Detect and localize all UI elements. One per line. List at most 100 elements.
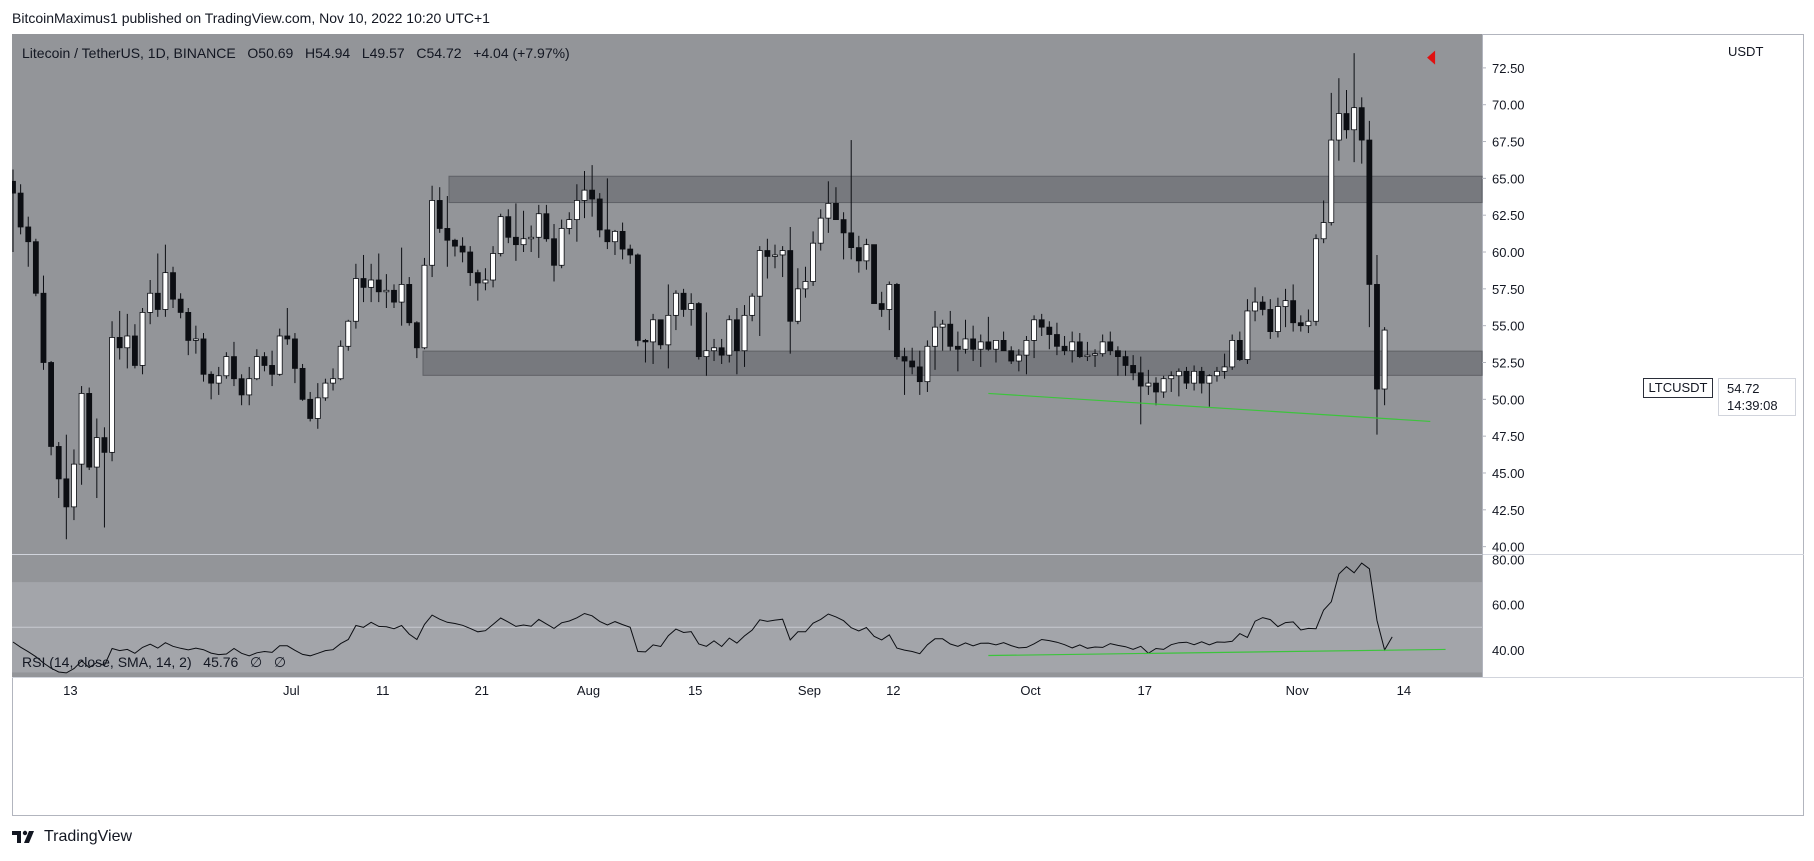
candle-body xyxy=(962,338,969,350)
candle-body xyxy=(299,367,306,400)
candle xyxy=(1031,315,1037,359)
candle xyxy=(78,386,85,485)
candle xyxy=(429,185,436,278)
candle xyxy=(139,307,146,375)
candle-body xyxy=(253,356,260,380)
candle-body xyxy=(25,226,32,243)
candle xyxy=(276,328,283,376)
candle xyxy=(1252,287,1258,322)
candle xyxy=(1335,78,1342,161)
candle xyxy=(909,347,916,375)
candle-body xyxy=(612,230,618,243)
candle xyxy=(528,225,535,253)
candle xyxy=(1061,335,1068,356)
candle xyxy=(467,246,474,286)
candle xyxy=(1313,234,1319,326)
candle xyxy=(1305,309,1312,334)
candle-body xyxy=(1023,340,1030,356)
candle-body xyxy=(208,373,215,384)
candle xyxy=(924,340,931,392)
candle xyxy=(718,338,725,364)
rsi-extra-1: ∅ xyxy=(250,654,263,670)
candle xyxy=(711,338,717,362)
candle xyxy=(1244,299,1251,364)
candle-body xyxy=(909,360,916,368)
candle xyxy=(1175,368,1182,397)
candle-body xyxy=(391,289,397,303)
candle xyxy=(1137,356,1144,425)
candle-body xyxy=(78,393,85,465)
candle-body xyxy=(292,338,298,369)
candle-body xyxy=(1305,320,1312,327)
price-pane[interactable] xyxy=(12,34,1482,554)
candle-body xyxy=(1381,329,1388,390)
candle-body xyxy=(154,292,161,310)
candle xyxy=(1107,331,1114,356)
candle-body xyxy=(855,247,862,262)
candle-body xyxy=(1252,301,1258,312)
open-label: O xyxy=(247,45,259,61)
candle xyxy=(589,165,596,217)
candle-body xyxy=(1290,300,1297,324)
candle xyxy=(55,442,62,499)
candle xyxy=(1282,288,1289,328)
x-tick-label: 11 xyxy=(376,683,390,698)
candle-body xyxy=(436,200,443,229)
candle-body xyxy=(1374,284,1380,390)
candle-body xyxy=(322,382,329,399)
support-zone xyxy=(422,350,1483,376)
candle-body xyxy=(269,365,275,375)
candle xyxy=(444,196,451,267)
candle-body xyxy=(543,213,550,240)
x-tick-label: 13 xyxy=(63,683,77,698)
candle-body xyxy=(513,236,519,246)
candle-body xyxy=(101,437,108,453)
candle-body xyxy=(421,264,428,349)
candle-body xyxy=(32,241,39,294)
candle-body xyxy=(665,314,672,346)
price-tick-label: 65.00 xyxy=(1492,171,1525,186)
candle-body xyxy=(398,284,405,303)
candle-body xyxy=(1084,354,1091,358)
candle xyxy=(40,275,47,370)
candle xyxy=(1038,313,1045,336)
x-tick-label: 17 xyxy=(1138,683,1152,698)
candle-body xyxy=(1366,139,1373,285)
candle xyxy=(802,266,809,298)
candle-body xyxy=(749,295,756,316)
candle xyxy=(1297,315,1304,332)
candle xyxy=(307,391,314,422)
candle-body xyxy=(1206,375,1213,384)
rsi-legend: RSI (14, close, SMA, 14, 2) 45.76 ∅ ∅ xyxy=(22,654,286,671)
candle xyxy=(177,293,184,319)
tradingview-brand: TradingView xyxy=(44,828,133,845)
candle-body xyxy=(276,335,283,375)
candle xyxy=(474,269,481,301)
candle-body xyxy=(718,347,725,356)
candle-body xyxy=(12,180,16,194)
candle xyxy=(345,319,352,351)
x-tick-label: Aug xyxy=(577,683,600,698)
candle-body xyxy=(452,239,458,247)
candle xyxy=(1290,284,1297,332)
tradingview-logo[interactable]: TradingView xyxy=(12,828,132,846)
candle-body xyxy=(17,192,24,228)
candle xyxy=(1168,371,1175,392)
candle-body xyxy=(192,338,199,341)
candle-body xyxy=(596,198,603,231)
candle xyxy=(665,284,672,369)
candle xyxy=(93,418,100,499)
candle-body xyxy=(139,312,146,366)
candle xyxy=(779,246,786,278)
candle xyxy=(421,257,428,350)
chart-canvas[interactable]: 72.50 70.00 67.50 65.00 62.50 60.00 57.50 55.00… xyxy=(12,34,1804,816)
candle xyxy=(261,352,268,372)
candle-body xyxy=(284,335,291,340)
candle-body xyxy=(1130,365,1137,374)
candle-body xyxy=(589,189,596,200)
candle-body xyxy=(947,323,954,347)
candle xyxy=(993,340,999,363)
price-tick-label: 67.50 xyxy=(1492,135,1525,150)
candle-body xyxy=(1343,113,1350,131)
candle-body xyxy=(1069,341,1076,352)
